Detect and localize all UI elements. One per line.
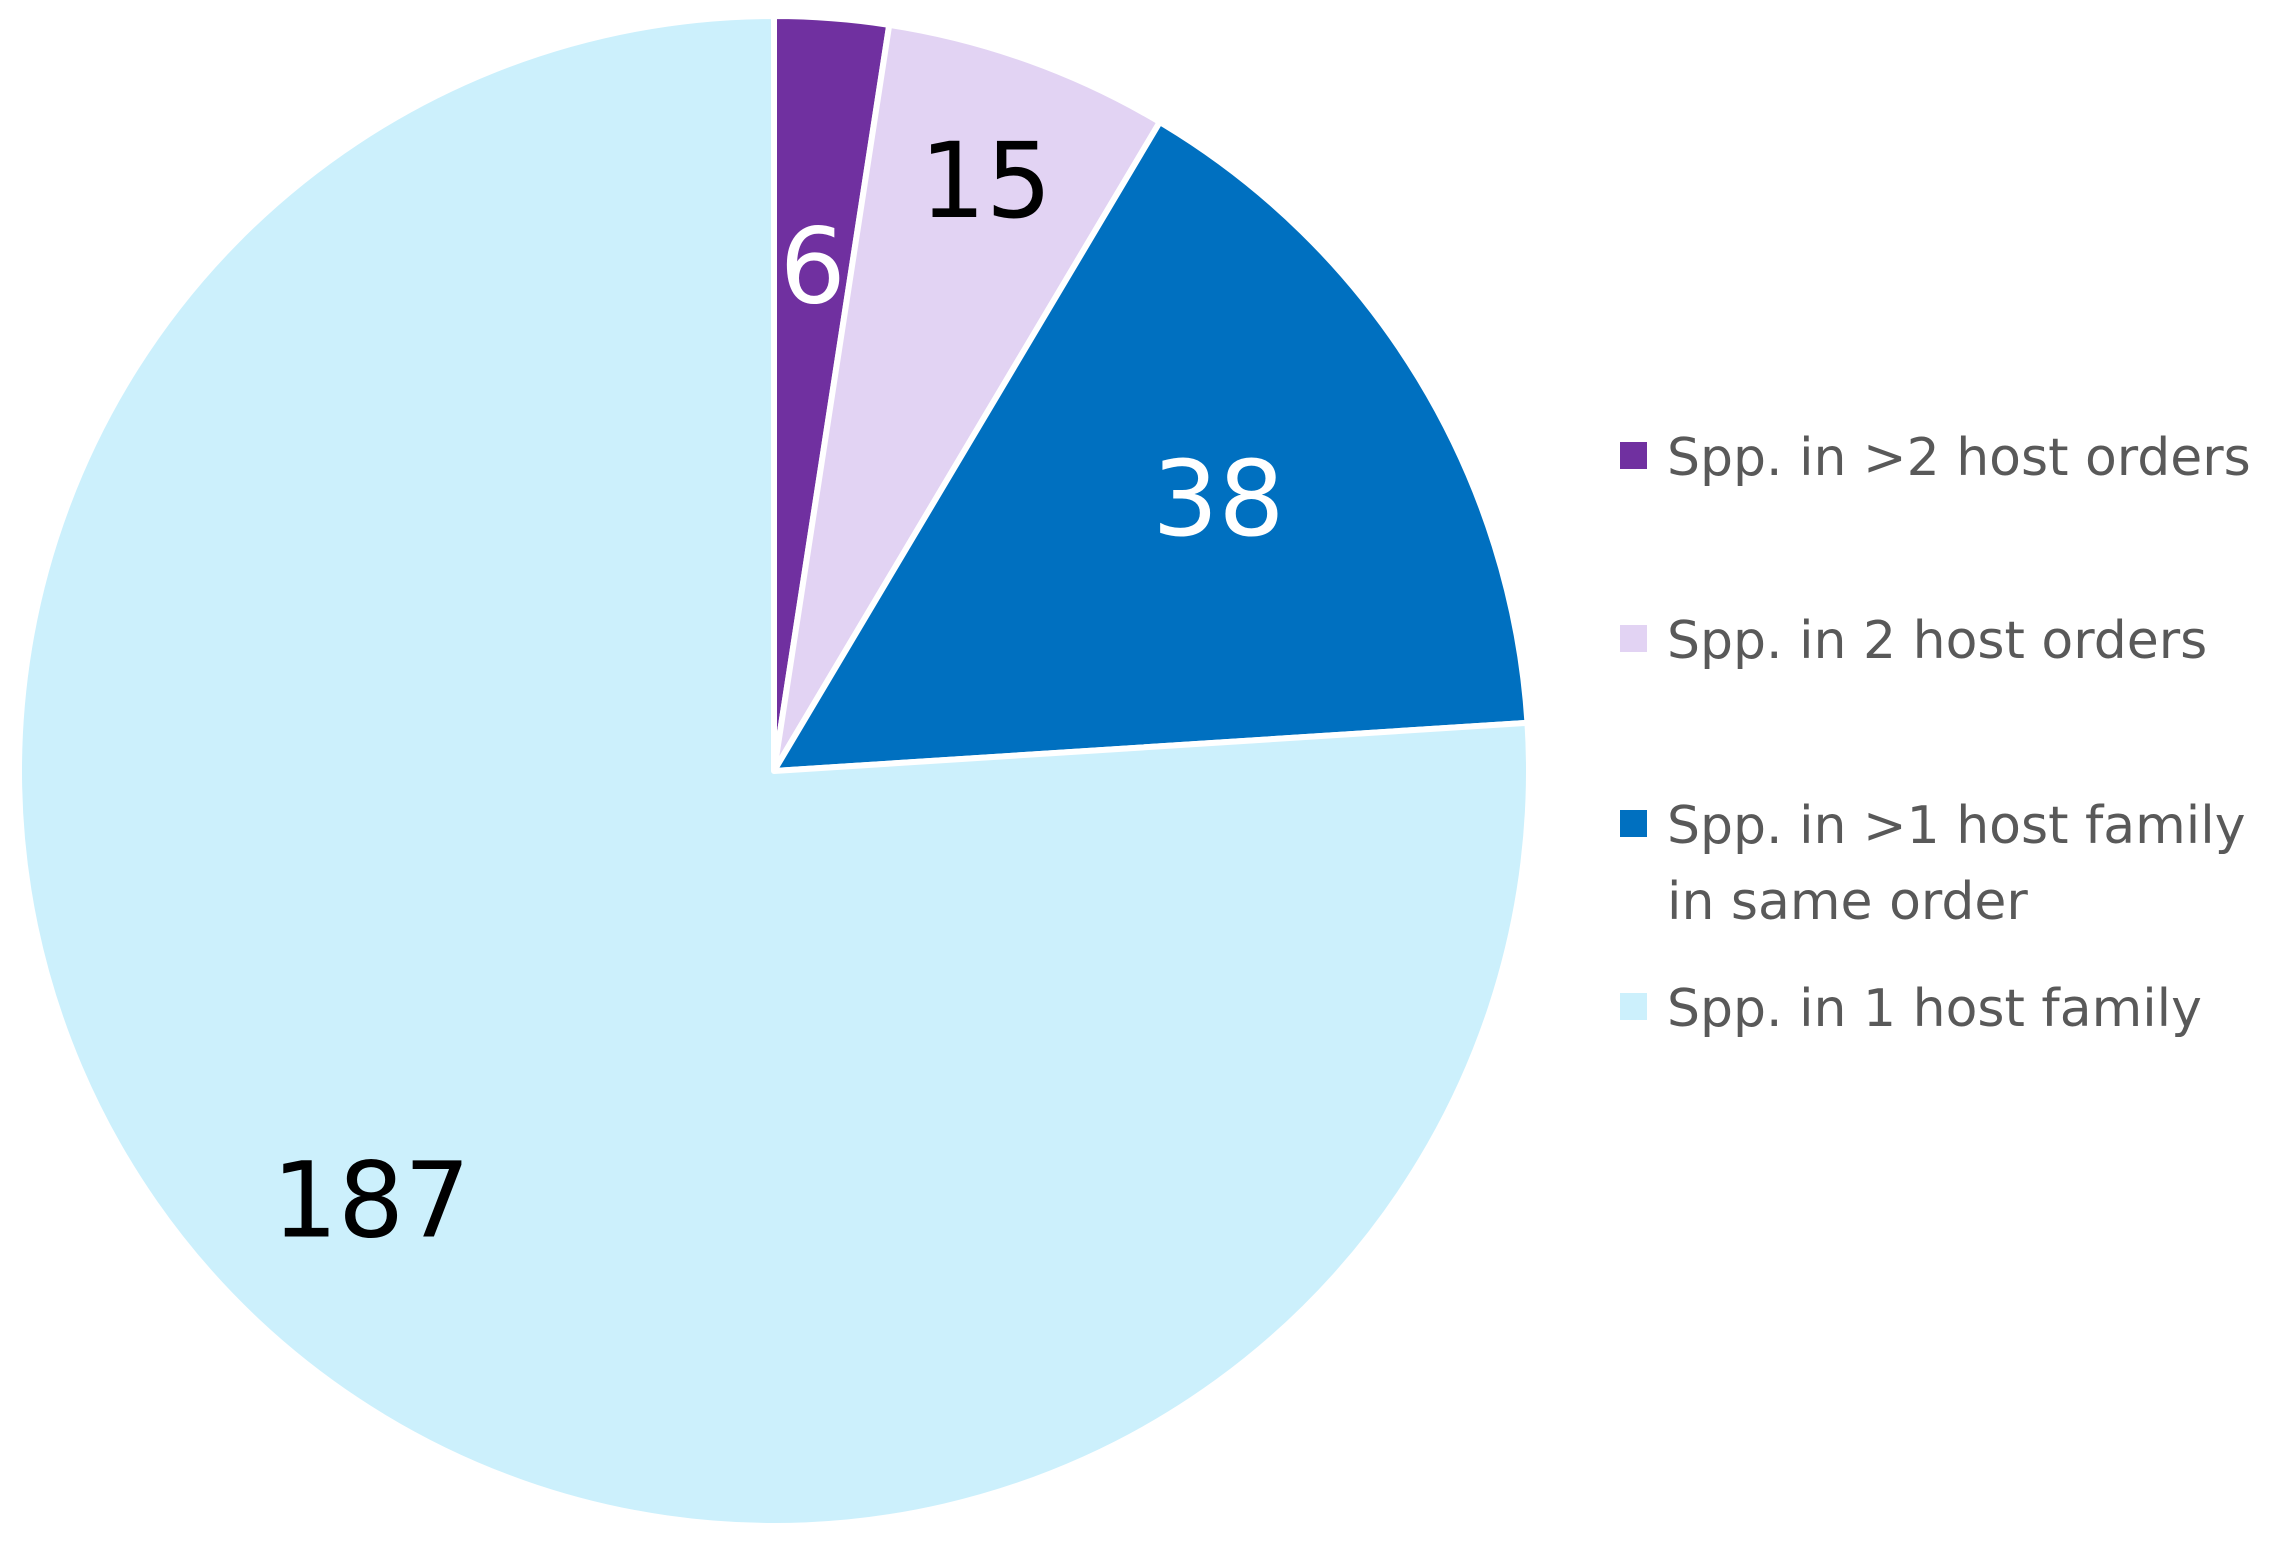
- legend-label: Spp. in 1 host family: [1667, 979, 2202, 1039]
- legend-label: Spp. in >2 host orders: [1667, 428, 2251, 488]
- legend-swatch: [1620, 993, 1647, 1020]
- pie-slice-4: [15, 13, 1532, 1529]
- legend-swatch: [1620, 810, 1647, 837]
- legend-label: Spp. in 2 host orders: [1667, 611, 2208, 671]
- legend-swatch: [1620, 625, 1647, 652]
- pie-data-label-4: 187: [272, 1140, 471, 1262]
- pie-data-label-1: 6: [780, 206, 846, 328]
- pie-slices: [15, 13, 1532, 1529]
- pie-data-label-3: 38: [1152, 438, 1284, 560]
- pie-data-label-2: 15: [920, 120, 1052, 242]
- legend-swatch: [1620, 442, 1647, 469]
- legend-label: Spp. in >1 host family in same order: [1667, 796, 2246, 932]
- pie-slice-3: [771, 119, 1531, 774]
- pie-slice-2: [771, 21, 1163, 774]
- pie-data-labels: 6 15 38 187: [272, 120, 1285, 1261]
